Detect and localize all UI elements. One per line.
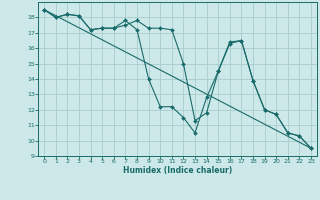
X-axis label: Humidex (Indice chaleur): Humidex (Indice chaleur) <box>123 166 232 175</box>
